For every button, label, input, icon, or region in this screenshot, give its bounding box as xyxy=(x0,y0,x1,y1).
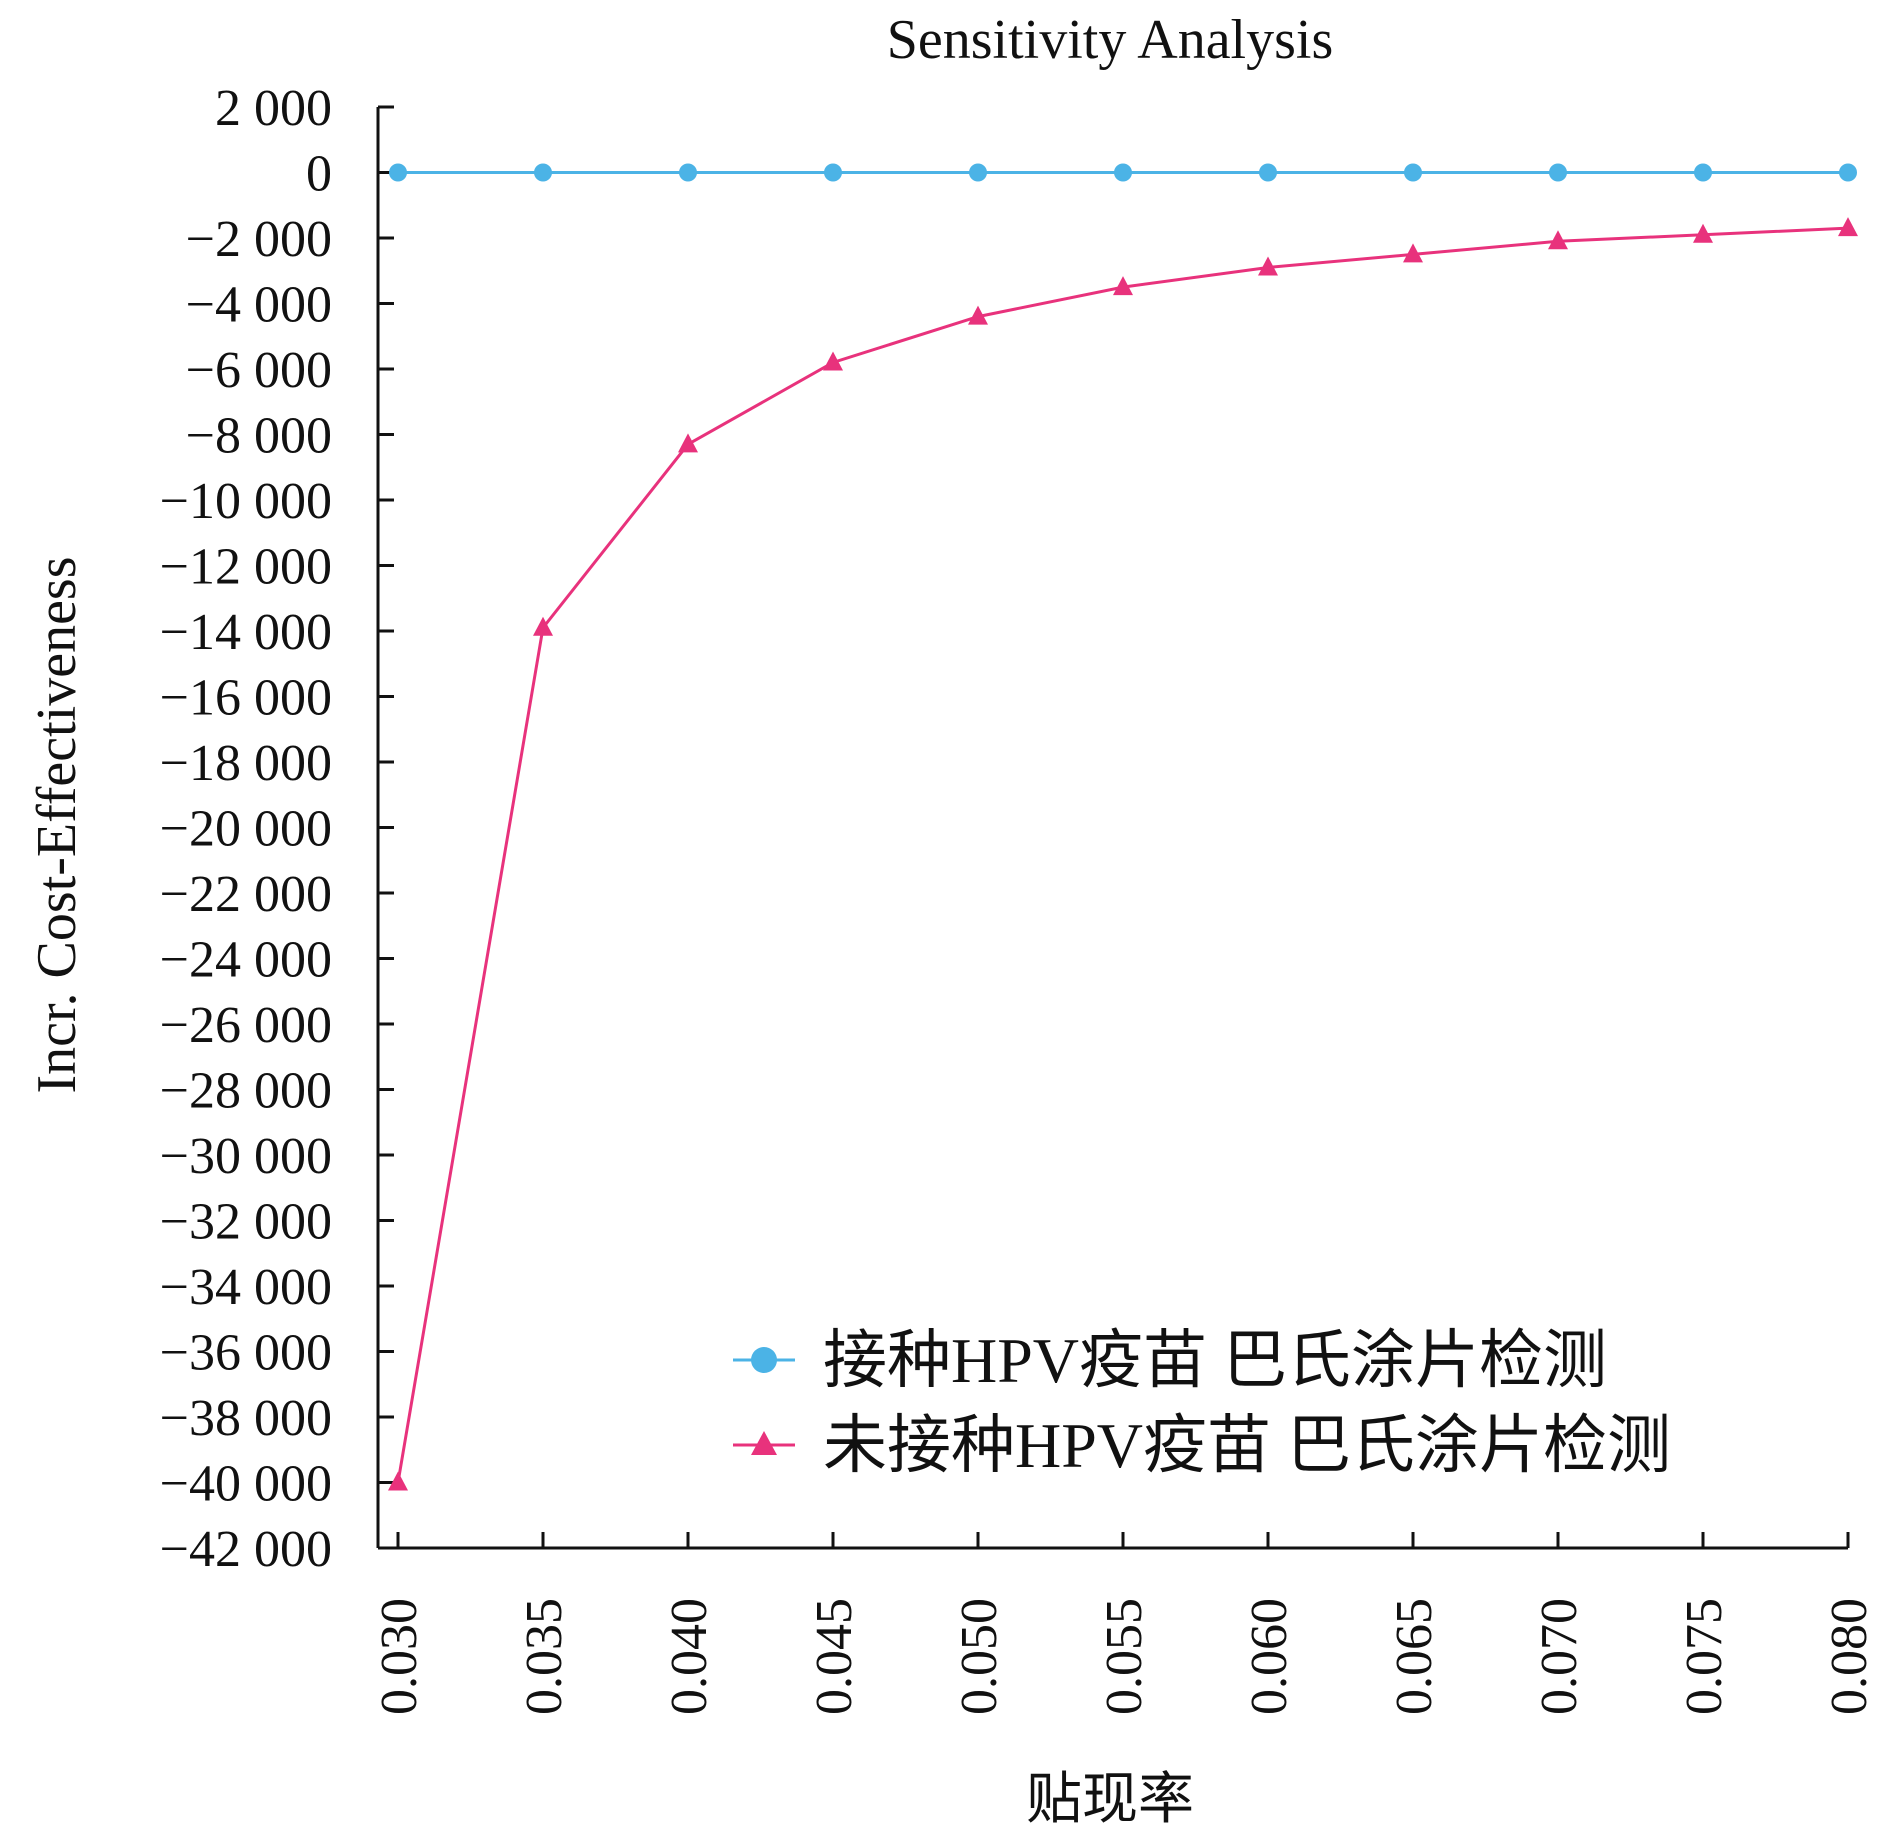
x-tick-label: 0.030 xyxy=(371,1598,428,1715)
data-point xyxy=(1549,163,1567,182)
y-tick-label: −6 000 xyxy=(186,342,332,399)
data-point xyxy=(1114,163,1132,182)
y-tick-label: −22 000 xyxy=(160,866,332,923)
legend-marker xyxy=(751,1431,777,1455)
x-tick-label: 0.070 xyxy=(1531,1598,1588,1715)
legend-item-vaccinated: 接种HPV疫苗 巴氏涂片检测 xyxy=(733,1325,1607,1396)
y-tick-label: −26 000 xyxy=(160,997,332,1054)
y-tick-label: −10 000 xyxy=(160,473,332,530)
x-tick-label: 0.050 xyxy=(951,1598,1008,1715)
y-axis-label: Incr. Cost-Effectiveness xyxy=(26,556,88,1093)
x-tick-label: 0.055 xyxy=(1096,1598,1153,1715)
x-tick-label: 0.075 xyxy=(1676,1598,1733,1715)
data-point xyxy=(1694,163,1712,182)
x-tick-label: 0.065 xyxy=(1386,1598,1443,1715)
y-tick-label: 2 000 xyxy=(215,80,332,137)
y-tick-label: −28 000 xyxy=(160,1063,332,1120)
y-tick-label: −30 000 xyxy=(160,1128,332,1185)
y-tick-label: −36 000 xyxy=(160,1325,332,1382)
data-point xyxy=(1404,163,1422,182)
series-unvaccinated xyxy=(388,217,1858,1491)
y-tick-label: −24 000 xyxy=(160,932,332,989)
y-tick-label: −40 000 xyxy=(160,1456,332,1513)
y-tick-label: −38 000 xyxy=(160,1390,332,1447)
data-point xyxy=(1258,256,1278,276)
legend-label: 未接种HPV疫苗 巴氏涂片检测 xyxy=(823,1410,1671,1481)
x-tick-label: 0.080 xyxy=(1821,1598,1878,1715)
series-vaccinated xyxy=(389,163,1857,182)
legend-item-unvaccinated: 未接种HPV疫苗 巴氏涂片检测 xyxy=(733,1410,1671,1481)
y-tick-label: −42 000 xyxy=(160,1521,332,1578)
x-axis: 0.030 0.035 0.040 0.045 0.050 0.055 0.060 0.065… xyxy=(371,1532,1878,1715)
data-point xyxy=(678,433,698,453)
data-point xyxy=(679,163,697,182)
legend-marker xyxy=(751,1347,777,1373)
x-tick-label: 0.040 xyxy=(661,1598,718,1715)
data-point xyxy=(533,616,553,636)
y-tick-label: −14 000 xyxy=(160,604,332,661)
y-tick-label: −12 000 xyxy=(160,539,332,596)
data-point xyxy=(968,305,988,325)
chart-title: Sensitivity Analysis xyxy=(887,9,1334,71)
data-point xyxy=(1259,163,1277,182)
data-point xyxy=(823,351,843,371)
data-point xyxy=(1548,230,1568,250)
y-tick-label: −8 000 xyxy=(186,408,332,465)
data-point xyxy=(388,1471,408,1491)
x-tick-label: 0.035 xyxy=(516,1598,573,1715)
y-tick-label: −2 000 xyxy=(186,211,332,268)
x-tick-label: 0.060 xyxy=(1241,1598,1298,1715)
x-tick-label: 0.045 xyxy=(806,1598,863,1715)
y-tick-label: −4 000 xyxy=(186,277,332,334)
y-tick-label: −20 000 xyxy=(160,801,332,858)
data-point xyxy=(1693,223,1713,243)
y-tick-label: 0 xyxy=(306,146,332,203)
data-point xyxy=(824,163,842,182)
y-tick-label: −18 000 xyxy=(160,735,332,792)
y-axis: 2 000 0 −2 000 −4 000 −6 000 −8 000 −10 000 −12… xyxy=(160,80,394,1578)
data-point xyxy=(1403,243,1423,263)
x-axis-label: 贴现率 xyxy=(1026,1769,1194,1831)
data-point xyxy=(534,163,552,182)
series-layer xyxy=(388,163,1858,1491)
data-point xyxy=(1839,163,1857,182)
data-point xyxy=(969,163,987,182)
y-tick-label: −34 000 xyxy=(160,1259,332,1316)
data-point xyxy=(389,163,407,182)
data-point xyxy=(1838,217,1858,237)
y-tick-label: −32 000 xyxy=(160,1194,332,1251)
data-point xyxy=(1113,276,1133,296)
series-line-unvaccinated xyxy=(396,226,1849,1483)
y-tick-label: −16 000 xyxy=(160,670,332,727)
legend-label: 接种HPV疫苗 巴氏涂片检测 xyxy=(823,1325,1607,1396)
